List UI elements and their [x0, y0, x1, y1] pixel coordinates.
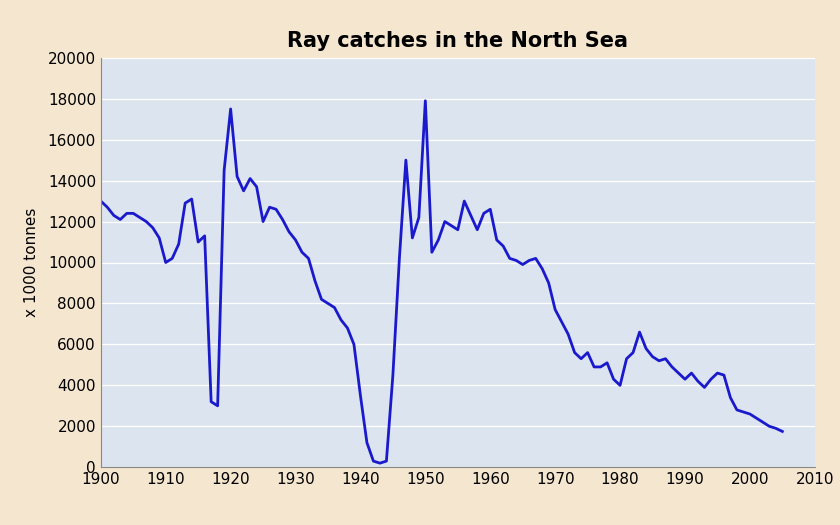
- Title: Ray catches in the North Sea: Ray catches in the North Sea: [287, 30, 628, 50]
- Y-axis label: x 1000 tonnes: x 1000 tonnes: [24, 208, 39, 317]
